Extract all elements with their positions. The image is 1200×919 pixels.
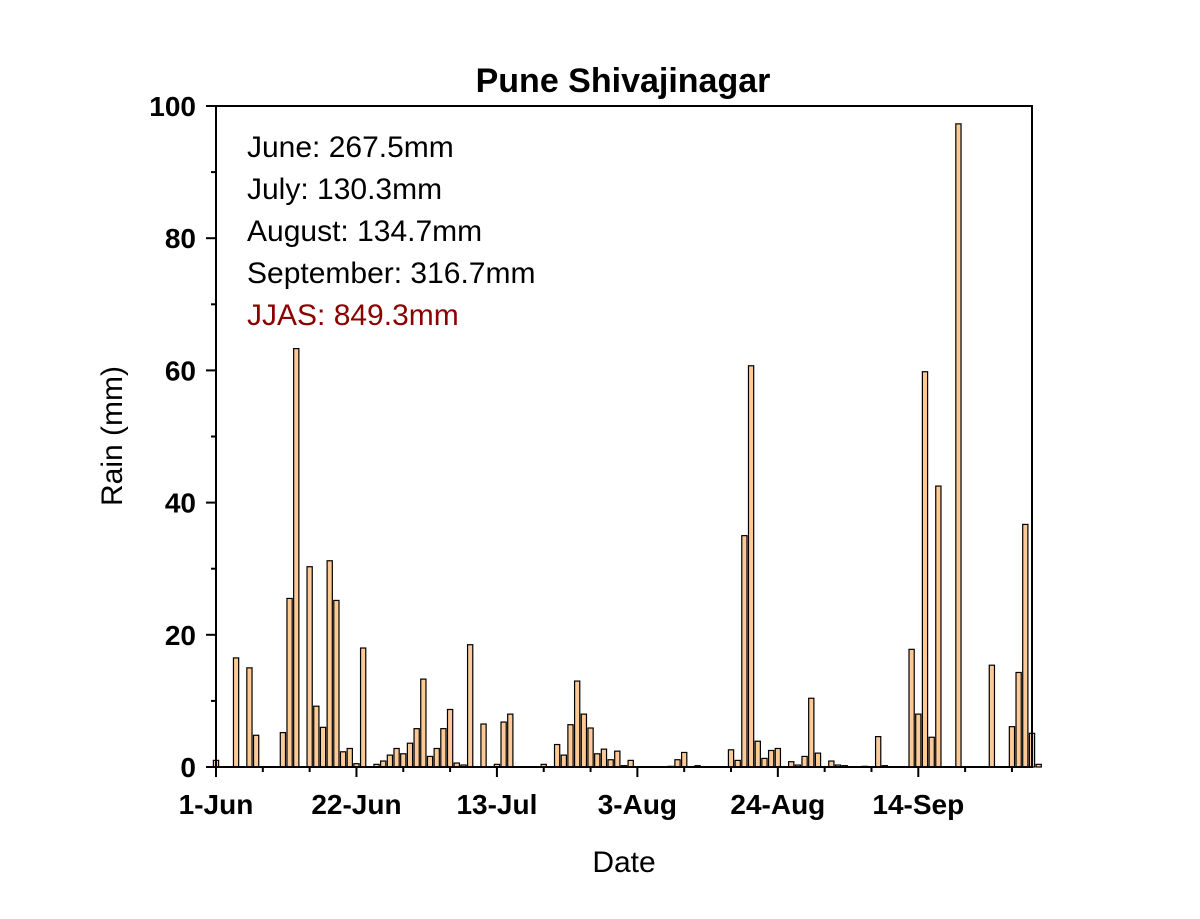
x-tick-label: 3-Aug xyxy=(598,789,677,820)
rain-bar xyxy=(921,371,929,768)
rain-bar xyxy=(801,755,808,768)
rain-bar xyxy=(466,644,474,768)
rain-bar xyxy=(874,735,882,768)
rain-bar xyxy=(319,726,327,768)
rain-bar xyxy=(500,721,507,768)
annotation-text: July: 130.3mm xyxy=(247,173,442,206)
rain-bar xyxy=(433,747,440,768)
y-tick-label: 80 xyxy=(165,223,196,254)
y-tick-label: 20 xyxy=(165,620,196,651)
rain-bar xyxy=(580,713,588,768)
rain-bar xyxy=(480,723,487,768)
rain-bar xyxy=(573,680,581,768)
rain-bar xyxy=(339,751,347,768)
rain-bar xyxy=(286,597,293,768)
rain-bar xyxy=(406,742,414,768)
rain-bar xyxy=(727,749,735,768)
rain-bar xyxy=(600,748,608,768)
rain-bar xyxy=(252,734,260,768)
rain-bar xyxy=(761,757,768,768)
rain-bar xyxy=(754,740,761,768)
rain-bar xyxy=(420,678,427,768)
rain-bar xyxy=(426,755,434,768)
rain-bar xyxy=(386,754,394,768)
rain-bar xyxy=(346,747,353,768)
rain-bar xyxy=(567,724,574,768)
annotation-text: June: 267.5mm xyxy=(247,131,454,164)
rain-bar xyxy=(908,648,915,768)
rain-bar xyxy=(814,752,822,768)
rain-bar xyxy=(955,123,962,768)
rain-bar xyxy=(440,728,447,768)
chart-title: Pune Shivajinagar xyxy=(476,62,771,100)
rain-bar xyxy=(935,485,942,768)
rain-bar xyxy=(326,560,333,768)
rain-bar xyxy=(741,535,748,768)
rain-bar xyxy=(607,759,614,768)
annotation-text: September: 316.7mm xyxy=(247,257,535,290)
rain-bar xyxy=(680,751,688,768)
y-tick-label: 0 xyxy=(180,752,196,783)
y-axis-label: Rain (mm) xyxy=(96,366,129,506)
rain-bar xyxy=(1022,523,1029,768)
y-axis-ticks: 0 20 40 60 80 100 xyxy=(149,91,216,783)
rain-bar xyxy=(1035,763,1042,768)
rain-bar xyxy=(393,747,400,768)
rain-bar xyxy=(413,728,420,768)
rain-bar xyxy=(674,759,681,768)
rain-bar xyxy=(1008,726,1016,768)
x-axis-ticks: 1-Jun 22-Jun 13-Jul 3-Aug 24-Aug 14-Sep xyxy=(179,767,1013,820)
annotations-group: June: 267.5mm July: 130.3mm August: 134.7m… xyxy=(247,131,535,332)
y-tick-label: 100 xyxy=(149,91,196,122)
x-axis-label: Date xyxy=(592,846,655,879)
rain-bar xyxy=(306,566,313,768)
rain-bar xyxy=(446,708,454,768)
rain-bar xyxy=(594,753,601,768)
rain-bar xyxy=(313,705,320,768)
rain-bar xyxy=(988,664,996,768)
rain-bar xyxy=(333,599,340,768)
x-tick-label: 24-Aug xyxy=(730,789,825,820)
rain-bar xyxy=(767,749,775,768)
rain-bar xyxy=(1015,671,1022,768)
rain-bar xyxy=(614,750,621,768)
x-tick-label: 1-Jun xyxy=(179,789,254,820)
annotation-text: August: 134.7mm xyxy=(247,215,482,248)
rain-bar xyxy=(507,713,514,768)
y-tick-label: 60 xyxy=(165,355,196,386)
annotation-text: JJAS: 849.3mm xyxy=(247,299,459,332)
rain-bar xyxy=(747,365,755,768)
x-tick-label: 22-Jun xyxy=(311,789,401,820)
rain-bar xyxy=(246,667,253,768)
plot-frame xyxy=(215,105,1033,768)
x-tick-label: 14-Sep xyxy=(872,789,964,820)
rain-bar xyxy=(560,754,568,768)
rain-bar xyxy=(293,347,300,768)
rain-bar xyxy=(400,753,407,768)
rain-bar xyxy=(915,713,922,768)
rain-bar xyxy=(359,647,367,768)
x-tick-label: 13-Jul xyxy=(456,789,537,820)
rain-bar xyxy=(587,727,594,768)
rain-bar xyxy=(808,697,815,768)
y-tick-label: 40 xyxy=(165,488,196,519)
rain-bar xyxy=(553,743,561,768)
rain-bar xyxy=(279,732,287,768)
rain-bar xyxy=(928,736,935,768)
rain-bar xyxy=(232,657,240,768)
rain-bar xyxy=(774,747,782,768)
